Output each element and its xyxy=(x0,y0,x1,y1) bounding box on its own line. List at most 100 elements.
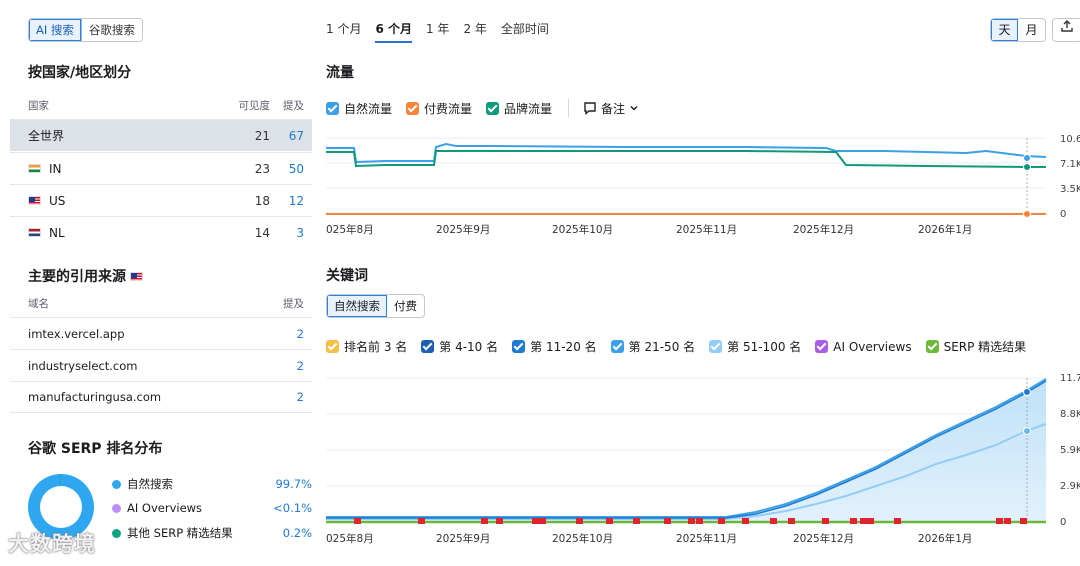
legend-11-20[interactable]: 第 11-20 名 xyxy=(512,338,597,355)
checkbox-icon[interactable] xyxy=(512,340,526,353)
search-mode-toggle: AI 搜索 谷歌搜索 xyxy=(28,18,143,42)
country-table-header: 国家 可见度 提及 xyxy=(28,98,304,113)
granularity-toggle: 天 月 xyxy=(990,18,1046,42)
legend-label: 自然流量 xyxy=(344,101,393,116)
netherlands-flag-icon xyxy=(28,228,41,237)
tab-google-search[interactable]: 谷歌搜索 xyxy=(81,19,142,41)
organic-point[interactable] xyxy=(1023,154,1031,162)
source-mentions[interactable]: 2 xyxy=(296,390,304,404)
source-mentions[interactable]: 2 xyxy=(296,358,304,373)
x-tick: 025年8月 xyxy=(326,532,374,545)
y-tick: 3.5K xyxy=(1060,184,1080,195)
header-visibility[interactable]: 可见度 xyxy=(238,100,271,112)
traffic-title: 流量 xyxy=(326,65,354,81)
brand-point[interactable] xyxy=(1023,163,1031,171)
header-mentions[interactable]: 提及 xyxy=(283,100,304,112)
country-row-in[interactable]: IN 23 50 xyxy=(10,152,312,184)
serp-value: <0.1% xyxy=(273,501,312,515)
source-domain[interactable]: industryselect.com xyxy=(28,358,138,373)
left-panel: AI 搜索 谷歌搜索 按国家/地区划分 国家 可见度 提及 全世界 21 67 … xyxy=(0,0,312,566)
country-row-nl[interactable]: NL 14 3 xyxy=(10,216,312,248)
legend-51-100[interactable]: 第 51-100 名 xyxy=(709,338,801,355)
legend-paid-traffic[interactable]: 付费流量 xyxy=(406,100,472,117)
checkbox-icon[interactable] xyxy=(326,340,339,353)
organic-dot-icon xyxy=(112,479,121,489)
range-6m[interactable]: 6 个月 xyxy=(375,20,412,43)
country-mentions[interactable]: 12 xyxy=(288,193,304,208)
rank-21-50-line xyxy=(326,378,1047,518)
serp-legend-other: 其他 SERP 精选结果 0.2% xyxy=(112,525,312,541)
country-section-title: 按国家/地区划分 xyxy=(28,65,132,81)
country-row-worldwide[interactable]: 全世界 21 67 xyxy=(10,119,312,151)
source-mentions[interactable]: 2 xyxy=(296,326,304,341)
range-1m[interactable]: 1 个月 xyxy=(326,22,362,36)
paid-point[interactable] xyxy=(1023,210,1031,218)
checkbox-icon[interactable] xyxy=(421,340,435,353)
checkbox-icon[interactable] xyxy=(925,340,939,353)
legend-top3[interactable]: 排名前 3 名 xyxy=(326,338,407,355)
country-name: IN xyxy=(49,161,62,176)
country-visibility: 14 xyxy=(254,225,270,240)
annotation-flags[interactable] xyxy=(354,518,1027,524)
legend-21-50[interactable]: 第 21-50 名 xyxy=(610,338,695,355)
source-row[interactable]: imtex.vercel.app 2 xyxy=(10,317,312,349)
x-tick: 2025年11月 xyxy=(676,532,737,545)
traffic-legend: 自然流量 付费流量 品牌流量 备注 xyxy=(326,99,639,117)
country-visibility: 18 xyxy=(254,193,270,208)
header-mentions[interactable]: 提及 xyxy=(283,298,304,310)
legend-organic-traffic[interactable]: 自然流量 xyxy=(326,100,392,117)
tab-organic[interactable]: 自然搜索 xyxy=(327,295,387,317)
us-flag-icon xyxy=(28,196,41,205)
keywords-type-toggle: 自然搜索 付费 xyxy=(326,294,425,318)
country-row-us[interactable]: US 18 12 xyxy=(10,184,312,216)
chevron-down-icon xyxy=(630,105,638,111)
x-tick: 2025年12月 xyxy=(793,223,854,236)
country-mentions[interactable]: 50 xyxy=(288,161,304,176)
country-mentions[interactable]: 3 xyxy=(296,225,304,240)
serp-label: AI Overviews xyxy=(127,501,203,515)
checkbox-icon[interactable] xyxy=(709,340,723,353)
range-2y[interactable]: 2 年 xyxy=(463,22,487,36)
serp-legend-organic: 自然搜索 99.7% xyxy=(112,476,312,492)
range-1y[interactable]: 1 年 xyxy=(425,22,450,36)
y-tick: 11.7K xyxy=(1060,373,1080,384)
checkbox-icon[interactable] xyxy=(815,340,829,353)
legend-4-10[interactable]: 第 4-10 名 xyxy=(421,338,498,355)
sources-title-text: 主要的引用来源 xyxy=(28,269,126,285)
notes-dropdown[interactable]: 备注 xyxy=(583,100,639,117)
ai-dot-icon xyxy=(112,503,121,513)
date-range-tabs: 1 个月 6 个月 1 年 2 年 全部时间 xyxy=(326,20,549,43)
serp-label: 自然搜索 xyxy=(127,477,173,491)
y-tick: 8.8K xyxy=(1060,409,1080,420)
legend-serp-features[interactable]: SERP 精选结果 xyxy=(925,338,1027,355)
checkbox-icon[interactable] xyxy=(486,101,500,115)
x-tick: 2025年12月 xyxy=(793,532,854,545)
x-tick: 2025年10月 xyxy=(552,223,613,236)
source-row[interactable]: manufacturingusa.com 2 xyxy=(10,381,312,413)
granularity-month[interactable]: 月 xyxy=(1025,23,1038,37)
country-visibility: 21 xyxy=(254,128,270,143)
tab-ai-search[interactable]: AI 搜索 xyxy=(29,19,82,41)
country-mentions[interactable]: 67 xyxy=(288,128,304,143)
upload-icon[interactable] xyxy=(1052,18,1080,42)
source-row[interactable]: industryselect.com 2 xyxy=(10,349,312,381)
legend-brand-traffic[interactable]: 品牌流量 xyxy=(486,100,552,117)
tab-paid[interactable]: 付费 xyxy=(394,299,417,313)
rank-51-100-point[interactable] xyxy=(1023,427,1031,435)
source-domain[interactable]: imtex.vercel.app xyxy=(28,326,125,341)
granularity-day[interactable]: 天 xyxy=(991,19,1018,41)
comment-icon xyxy=(584,102,596,115)
x-tick: 2026年1月 xyxy=(918,532,972,545)
country-name: US xyxy=(49,193,66,208)
legend-label: SERP 精选结果 xyxy=(943,340,1027,354)
source-domain[interactable]: manufacturingusa.com xyxy=(28,390,162,404)
country-name: NL xyxy=(49,225,65,240)
checkbox-icon[interactable] xyxy=(610,340,624,353)
legend-label: 第 4-10 名 xyxy=(439,340,499,354)
x-tick: 2025年9月 xyxy=(436,532,490,545)
range-all[interactable]: 全部时间 xyxy=(500,22,549,36)
checkbox-icon[interactable] xyxy=(406,101,420,115)
legend-ai-overviews[interactable]: AI Overviews xyxy=(815,340,912,354)
rank-21-50-point[interactable] xyxy=(1023,388,1031,396)
checkbox-icon[interactable] xyxy=(326,101,339,115)
